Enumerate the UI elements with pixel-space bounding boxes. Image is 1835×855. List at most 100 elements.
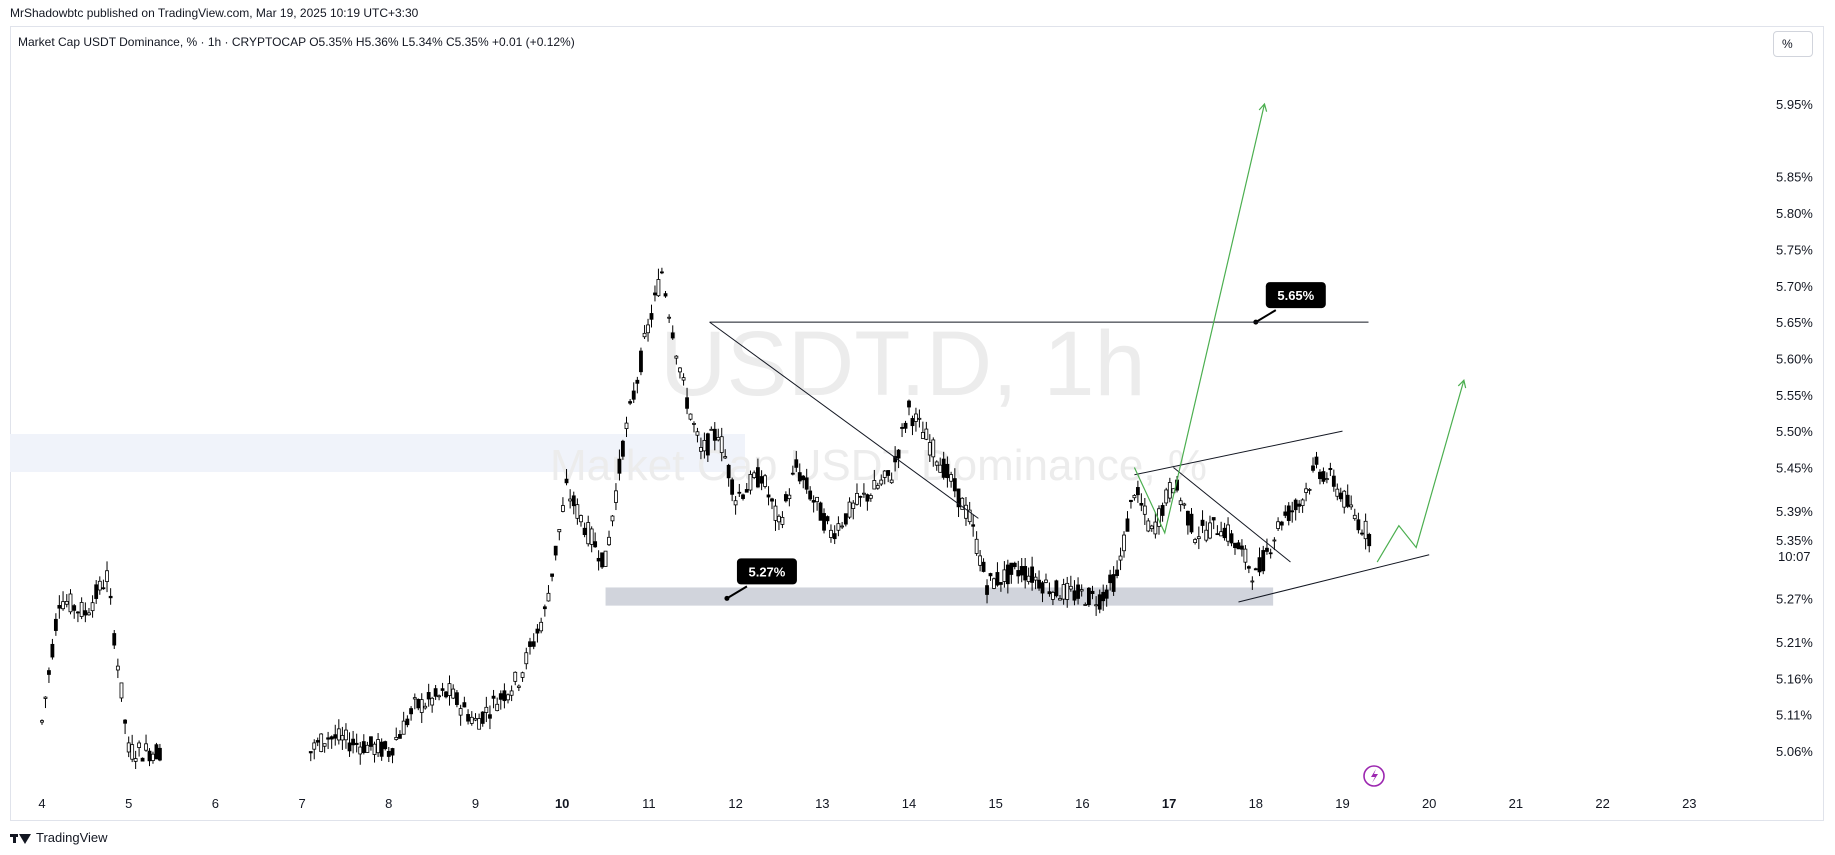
candle-body [520,672,525,678]
candle-body [1142,505,1147,515]
candle-body [315,740,320,743]
candle-body [437,695,441,698]
candle-body [568,498,573,502]
projection-path [1133,103,1266,535]
watermark-symbol: USDT.D, 1h [660,313,1146,415]
candle-body [1153,521,1158,535]
candle-body [783,494,788,502]
candle-body [72,605,77,611]
candle-body [1345,494,1350,507]
candle-body [535,628,540,634]
candle-body [879,479,884,485]
candle-body [440,688,445,691]
price-label-text: 5.27% [748,564,785,579]
candle-body [631,390,636,400]
candle-body [862,492,866,495]
candle-body [924,428,929,440]
y-tick-label: 5.11% [1776,708,1812,723]
candle-body [586,522,591,545]
candle-body [1051,591,1055,600]
candle-body [752,472,757,478]
x-tick-label: 16 [1075,796,1089,811]
y-tick-label: 5.75% [1776,242,1813,257]
y-tick-label: 5.95% [1776,97,1813,112]
candle-body [763,475,767,487]
candle-body [872,480,877,490]
candle-body [469,716,474,724]
channel-lower [1238,554,1430,603]
candle-body [358,746,363,755]
candle-body [308,751,313,754]
x-axis[interactable]: 4 5 6 7 8 9 10 11 12 13 14 15 16 17 18 19 20 21 22 23 [38,796,1696,811]
candle-body [900,426,904,429]
candle-body [1233,542,1237,549]
candle-body [115,665,120,671]
candle-body [688,413,693,420]
candle-body [326,737,331,740]
candle-body [1257,557,1262,573]
candle-body [1360,532,1364,535]
y-axis[interactable]: 5.95% 5.85% 5.80% 5.75% 5.70% 5.65% 5.60% 5.55%… [1776,97,1813,759]
candle-body [1290,510,1295,513]
candle-body [444,691,448,698]
candle-body [941,458,946,478]
candle-body [1182,503,1187,506]
y-tick-label: 5.70% [1776,279,1813,294]
candle-body [938,464,943,473]
candle-body [964,504,968,519]
candle-body [1265,547,1269,552]
candle-body [40,720,44,723]
candle-body [663,293,668,297]
candle-body [491,695,496,699]
candle-body [995,572,1000,586]
candle-body [1135,487,1140,496]
candle-body [744,489,749,493]
candle-body [755,467,760,488]
candle-body [787,494,792,500]
candle-body [390,748,395,756]
publisher-caption: MrShadowbtc published on TradingView.com… [10,6,419,20]
candle-body [1005,564,1010,585]
lightning-icon[interactable] [1363,765,1385,787]
y-tick-label: 5.65% [1776,315,1813,330]
candle-body [920,431,925,439]
candle-body [974,538,979,554]
candle-body [660,271,664,274]
candle-body [589,528,594,545]
candle-body [733,500,738,506]
alert-icon[interactable] [1363,765,1385,787]
candle-body [1297,503,1302,507]
candle-body [43,696,48,699]
candle-body [516,685,521,688]
candle-body [797,472,802,482]
candle-body [1204,529,1209,541]
candle-body [1226,524,1230,542]
candle-body [851,502,856,509]
percent-scale-button[interactable]: % [1773,31,1813,57]
candle-body [709,428,714,431]
candle-body [473,718,478,721]
y-tick-label: 5.27% [1776,591,1813,606]
candle-body [685,397,689,409]
support-zone [605,587,1274,606]
price-label-anchor [724,595,730,601]
candle-body [1250,580,1255,583]
y-tick-label: 5.39% [1776,504,1813,519]
x-tick-label: 10 [555,796,569,811]
price-label-pointer [726,585,748,600]
candle-body [1044,579,1048,583]
candle-body [646,324,650,334]
candle-body [477,718,482,730]
candle-body [639,350,643,373]
candle-body [855,492,859,505]
tradingview-logo-icon [10,832,32,844]
candle-body [868,495,873,499]
candle-body [126,742,131,753]
candle-body [340,735,345,741]
candle-body [1279,521,1284,526]
candle-body [992,578,996,589]
candle-body [147,750,152,762]
candle-body [847,501,852,518]
candle-body [433,688,438,697]
